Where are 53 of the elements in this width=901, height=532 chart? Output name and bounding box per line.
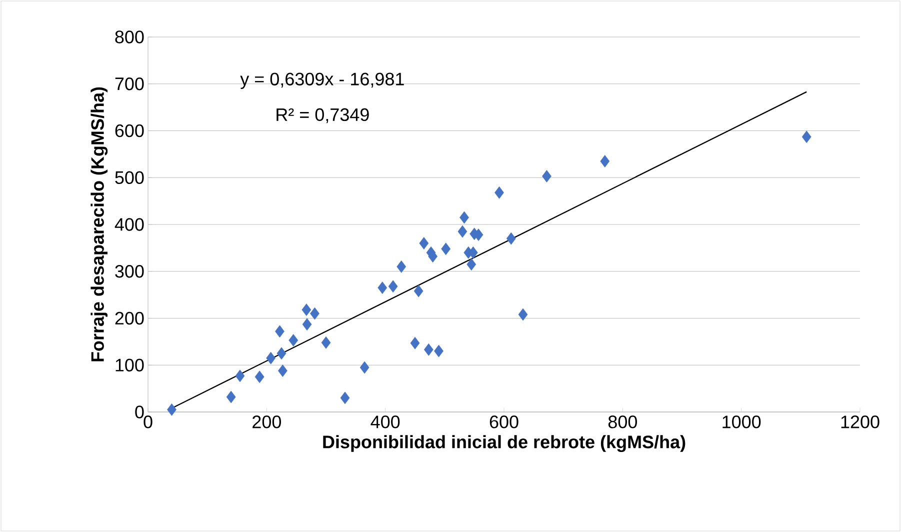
- x-tick-label: 200: [252, 416, 281, 428]
- point: [424, 343, 434, 356]
- x-tick-label: 400: [370, 416, 400, 428]
- point: [396, 260, 406, 273]
- y-tick-label: 100: [116, 358, 144, 372]
- x-tick-label: 600: [490, 416, 518, 428]
- point: [254, 370, 264, 384]
- y-tick-label: 0: [135, 406, 144, 418]
- point: [276, 347, 286, 360]
- annotation: R² = 0,7349: [276, 108, 369, 124]
- y-tick-label: 600: [115, 124, 144, 138]
- point: [302, 318, 312, 331]
- point: [466, 258, 476, 271]
- point: [600, 155, 610, 168]
- point: [288, 334, 298, 346]
- point: [518, 308, 528, 321]
- annotation: y = 0,6309x - 16,981: [240, 72, 404, 90]
- point: [167, 403, 176, 416]
- point: [441, 242, 451, 256]
- point: [414, 284, 424, 298]
- point: [302, 304, 312, 316]
- point: [378, 282, 388, 294]
- point: [226, 390, 236, 404]
- point: [506, 232, 516, 245]
- y-axis-title: Forraje desaparecido (KgMS/ha): [90, 87, 108, 362]
- point: [310, 307, 320, 320]
- point: [419, 237, 429, 250]
- y-tick-label: 800: [115, 30, 144, 44]
- x-tick-label: 1000: [722, 416, 761, 428]
- point: [494, 186, 504, 199]
- point: [235, 370, 245, 382]
- point: [458, 225, 468, 238]
- point: [460, 211, 469, 224]
- x-tick-label: 0: [144, 416, 152, 428]
- y-tick-label: 400: [114, 218, 144, 231]
- point: [275, 325, 284, 338]
- point: [434, 344, 444, 358]
- y-tick-label: 200: [115, 312, 144, 325]
- x-tick-label: 800: [608, 416, 637, 428]
- point: [802, 130, 812, 144]
- point: [340, 392, 350, 404]
- point: [321, 336, 331, 349]
- y-tick-label: 500: [115, 171, 144, 184]
- y-tick-label: 300: [115, 264, 144, 278]
- point: [266, 352, 276, 364]
- x-tick-label: 1200: [841, 416, 880, 428]
- point: [360, 361, 370, 374]
- point: [542, 170, 552, 182]
- point: [388, 280, 398, 293]
- point: [278, 364, 288, 377]
- x-axis-title: Disponibilidad inicial de rebrote (kgMS/ha): [323, 435, 686, 452]
- point: [410, 336, 420, 350]
- y-tick-label: 700: [115, 77, 144, 90]
